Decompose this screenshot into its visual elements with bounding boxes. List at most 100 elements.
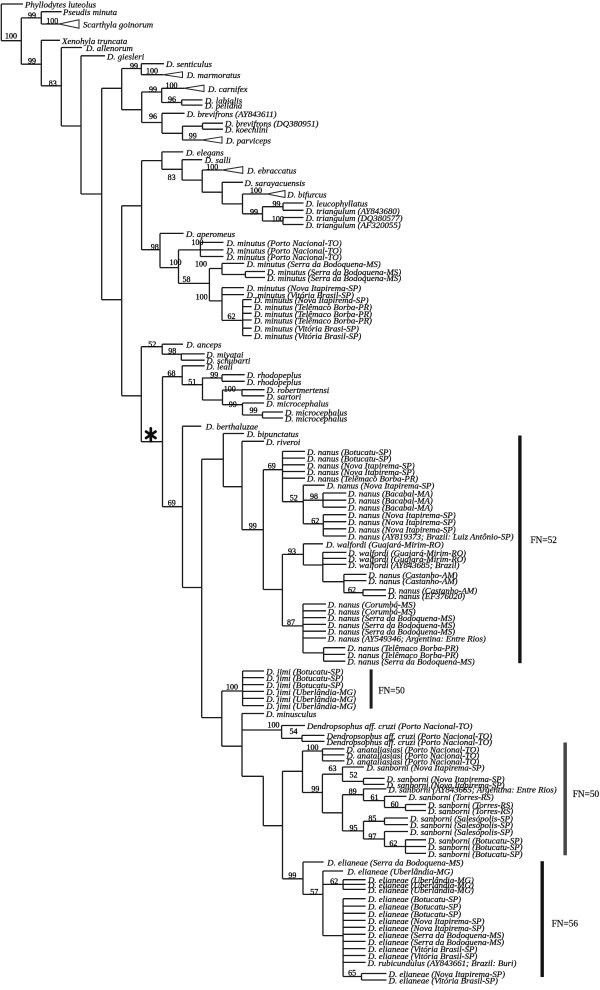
svg-text:Dendropsophus aff. cruzi (Port: Dendropsophus aff. cruzi (Porto Nacional… bbox=[306, 721, 473, 731]
svg-text:99: 99 bbox=[130, 61, 138, 70]
svg-text:D. allenorum: D. allenorum bbox=[85, 43, 133, 53]
svg-text:D. jimi (Botucatu-SP): D. jimi (Botucatu-SP) bbox=[265, 680, 343, 690]
svg-text:D. sartori: D. sartori bbox=[266, 391, 302, 401]
svg-text:Scarthyla goinorum: Scarthyla goinorum bbox=[83, 20, 153, 30]
svg-text:D. berthaluzae: D. berthaluzae bbox=[205, 422, 258, 432]
svg-text:62: 62 bbox=[348, 585, 356, 594]
svg-text:D. jimi (Botucatu-SP): D. jimi (Botucatu-SP) bbox=[265, 667, 343, 677]
svg-text:D. nanus (Corumbá-MS): D. nanus (Corumbá-MS) bbox=[327, 606, 416, 616]
svg-text:D. minutus (Serra da Bodoquena: D. minutus (Serra da Bodoquena-MS) bbox=[266, 273, 401, 283]
svg-text:FN=50: FN=50 bbox=[573, 790, 600, 800]
svg-text:99: 99 bbox=[149, 85, 157, 94]
svg-text:D. elianeae (Serra da Bodoquen: D. elianeae (Serra da Bodoquena-MS) bbox=[326, 858, 463, 868]
svg-text:D. elianeae (Serra da Bodoquen: D. elianeae (Serra da Bodoquena-MS) bbox=[367, 937, 504, 947]
svg-text:100: 100 bbox=[307, 743, 319, 752]
svg-text:D. anataliasiasi (Porto Nacion: D. anataliasiasi (Porto Nacional-TO) bbox=[345, 744, 479, 754]
svg-text:100: 100 bbox=[250, 186, 262, 195]
svg-text:99: 99 bbox=[229, 400, 237, 409]
svg-text:D. schubarti: D. schubarti bbox=[205, 356, 251, 366]
svg-text:D. nanus (Botucatu-SP): D. nanus (Botucatu-SP) bbox=[306, 447, 391, 457]
svg-text:61: 61 bbox=[371, 793, 379, 802]
svg-text:62: 62 bbox=[311, 517, 319, 526]
svg-text:69: 69 bbox=[168, 499, 176, 508]
svg-text:FN=56: FN=56 bbox=[552, 920, 579, 930]
svg-text:100: 100 bbox=[5, 32, 17, 41]
svg-text:D. koechlini: D. koechlini bbox=[224, 125, 269, 135]
svg-text:96: 96 bbox=[149, 112, 157, 121]
svg-text:95: 95 bbox=[350, 824, 358, 833]
svg-text:D. bipunctatus: D. bipunctatus bbox=[246, 429, 299, 439]
svg-text:D. elegans: D. elegans bbox=[185, 147, 224, 157]
svg-text:D. elianeae (Uberlândia-MG): D. elianeae (Uberlândia-MG) bbox=[346, 867, 453, 877]
svg-text:100: 100 bbox=[191, 238, 203, 247]
svg-text:D. nanus (Serra da Bodoquena-M: D. nanus (Serra da Bodoquena-MS) bbox=[327, 613, 455, 623]
svg-text:D. parviceps: D. parviceps bbox=[225, 136, 272, 146]
svg-text:D. elianeae (Botucatu-SP): D. elianeae (Botucatu-SP) bbox=[367, 894, 461, 904]
svg-text:D. minutus (Nova Itapirema-SP): D. minutus (Nova Itapirema-SP) bbox=[246, 283, 362, 293]
svg-text:93: 93 bbox=[288, 547, 296, 556]
svg-text:D. sanborni (Salesópolis-SP): D. sanborni (Salesópolis-SP) bbox=[409, 827, 513, 837]
svg-text:99: 99 bbox=[28, 57, 36, 66]
svg-text:D. microcephalus: D. microcephalus bbox=[284, 408, 348, 418]
svg-text:52: 52 bbox=[148, 340, 156, 349]
svg-text:D. elianeae (Uberlândia-MG): D. elianeae (Uberlândia-MG) bbox=[367, 880, 474, 890]
svg-text:65: 65 bbox=[348, 969, 356, 978]
svg-text:85: 85 bbox=[368, 814, 376, 823]
svg-text:D. anataliasiasi (Porto Nacion: D. anataliasiasi (Porto Nacional-TO) bbox=[345, 756, 479, 766]
svg-text:D. senticulus: D. senticulus bbox=[165, 59, 213, 69]
svg-text:Phyllodytes luteolus: Phyllodytes luteolus bbox=[24, 0, 97, 10]
svg-text:D. minutus (Vitória Brasil-SP): D. minutus (Vitória Brasil-SP) bbox=[246, 290, 354, 300]
svg-text:96: 96 bbox=[168, 95, 176, 104]
svg-text:Dendropsophus aff. cruzi (Port: Dendropsophus aff. cruzi (Porto Nacional… bbox=[326, 737, 493, 747]
svg-text:97: 97 bbox=[368, 832, 376, 841]
svg-text:98: 98 bbox=[310, 492, 318, 501]
svg-text:58: 58 bbox=[183, 275, 191, 284]
svg-text:100: 100 bbox=[268, 721, 280, 730]
svg-text:62: 62 bbox=[389, 839, 397, 848]
svg-text:D. brevifrons (AY843611): D. brevifrons (AY843611) bbox=[186, 109, 277, 119]
svg-text:D. walfordi (Guajará-Mirim-RO): D. walfordi (Guajará-Mirim-RO) bbox=[325, 539, 444, 549]
svg-text:D. brevifrons (DQ380951): D. brevifrons (DQ380951) bbox=[224, 119, 318, 129]
svg-text:D. rubicundulus (AY843661; Bra: D. rubicundulus (AY843661; Brazil: Buri) bbox=[367, 958, 517, 968]
svg-text:D. salli: D. salli bbox=[204, 155, 231, 165]
svg-text:D. sanborni (Botucatu-SP): D. sanborni (Botucatu-SP) bbox=[427, 849, 523, 859]
svg-text:D. sanborni (Nova Itapirema-SP: D. sanborni (Nova Itapirema-SP) bbox=[366, 763, 485, 773]
svg-text:Xenohyla truncata: Xenohyla truncata bbox=[61, 36, 128, 46]
svg-text:D. walfordi (Guajará-Mirim-RO): D. walfordi (Guajará-Mirim-RO) bbox=[347, 548, 466, 558]
svg-text:D. sanborni (Botucatu-SP): D. sanborni (Botucatu-SP) bbox=[427, 842, 523, 852]
svg-text:100: 100 bbox=[272, 214, 284, 223]
svg-text:99: 99 bbox=[311, 785, 319, 794]
svg-text:99: 99 bbox=[250, 406, 258, 415]
svg-text:D. elianeae (Nova Itapirema-SP: D. elianeae (Nova Itapirema-SP) bbox=[367, 923, 485, 933]
svg-text:D. nanus (Bacabal-MA): D. nanus (Bacabal-MA) bbox=[347, 503, 433, 513]
svg-text:100: 100 bbox=[46, 17, 58, 26]
svg-text:D. elianeae (Nova Itapirema-SP: D. elianeae (Nova Itapirema-SP) bbox=[367, 916, 485, 926]
svg-text:51: 51 bbox=[188, 378, 196, 387]
svg-text:D. nanus (AY819373; Brazil: Lu: D. nanus (AY819373; Brazil: Luiz Antônio… bbox=[347, 532, 514, 542]
svg-text:98: 98 bbox=[151, 243, 159, 252]
svg-text:D. leucophyllatus: D. leucophyllatus bbox=[305, 199, 369, 209]
svg-text:D. elianeae (Botucatu-SP): D. elianeae (Botucatu-SP) bbox=[367, 909, 461, 919]
svg-text:62: 62 bbox=[330, 877, 338, 886]
svg-text:83: 83 bbox=[168, 173, 176, 182]
svg-text:D. walfordi (AY843685; Brazil): D. walfordi (AY843685; Brazil) bbox=[347, 560, 459, 570]
svg-text:D. nanus (Corumbá-MS): D. nanus (Corumbá-MS) bbox=[327, 600, 416, 610]
svg-text:D. jimi (Botucatu-SP): D. jimi (Botucatu-SP) bbox=[265, 673, 343, 683]
svg-text:D. riveroi: D. riveroi bbox=[265, 437, 301, 447]
svg-text:D. elianeae (Uberlândia-MG): D. elianeae (Uberlândia-MG) bbox=[367, 875, 474, 885]
svg-text:D. microcephalus: D. microcephalus bbox=[265, 399, 329, 409]
svg-text:D. nanus (Serra da Bodoquena-M: D. nanus (Serra da Bodoquena-MS) bbox=[346, 657, 474, 667]
svg-text:D. sarayacuensis: D. sarayacuensis bbox=[244, 178, 306, 188]
svg-text:D. triangulum (DQ380577): D. triangulum (DQ380577) bbox=[305, 213, 403, 223]
svg-text:Pseudis minuta: Pseudis minuta bbox=[62, 7, 118, 17]
svg-text:D. nanus (Nova Itapirema-SP): D. nanus (Nova Itapirema-SP) bbox=[347, 510, 456, 520]
svg-text:D. nanus (Castanho-AM): D. nanus (Castanho-AM) bbox=[367, 570, 457, 580]
svg-text:100: 100 bbox=[226, 683, 238, 692]
svg-text:98: 98 bbox=[168, 346, 176, 355]
svg-text:D. anceps: D. anceps bbox=[185, 340, 222, 350]
svg-text:99: 99 bbox=[250, 208, 258, 217]
svg-text:D. nanus (Serra da Bodoquena-M: D. nanus (Serra da Bodoquena-MS) bbox=[327, 627, 455, 637]
svg-text:D. giesleri: D. giesleri bbox=[106, 51, 145, 61]
svg-text:D. nanus (Bacabal-MA): D. nanus (Bacabal-MA) bbox=[347, 496, 433, 506]
svg-text:52: 52 bbox=[290, 494, 298, 503]
